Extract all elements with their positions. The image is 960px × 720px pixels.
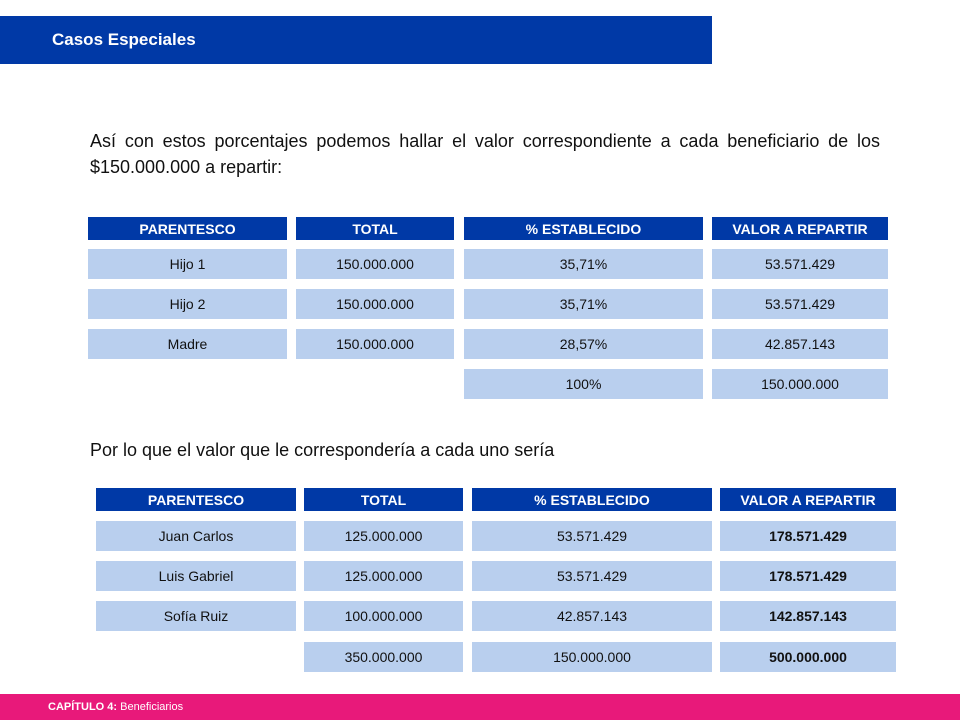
table1-row3-total: 150.000.000	[296, 329, 454, 359]
table2-row2-parentesco: Luis Gabriel	[96, 561, 296, 591]
table1-row3-porcentaje: 28,57%	[464, 329, 703, 359]
table1-row1-parentesco: Hijo 1	[88, 249, 287, 279]
table1-row1-total: 150.000.000	[296, 249, 454, 279]
table1-row3-parentesco: Madre	[88, 329, 287, 359]
table2-row3-porcentaje: 42.857.143	[472, 601, 712, 631]
table1-header-parentesco: PARENTESCO	[88, 217, 287, 240]
table2-row3-valor: 142.857.143	[720, 601, 896, 631]
title-bar	[0, 16, 712, 64]
footer-chapter: CAPÍTULO 4:	[48, 701, 118, 713]
table2-row1-valor: 178.571.429	[720, 521, 896, 551]
table1-header-total: TOTAL	[296, 217, 454, 240]
table1-row2-valor: 53.571.429	[712, 289, 888, 319]
table1-row1-valor: 53.571.429	[712, 249, 888, 279]
table2-row1-parentesco: Juan Carlos	[96, 521, 296, 551]
page-title: Casos Especiales	[52, 30, 196, 49]
table2-row2-porcentaje: 53.571.429	[472, 561, 712, 591]
table1-row3-valor: 42.857.143	[712, 329, 888, 359]
table2-total-valor: 500.000.000	[720, 642, 896, 672]
table2-total-total: 350.000.000	[304, 642, 463, 672]
table1-row2-porcentaje: 35,71%	[464, 289, 703, 319]
table1-row2-parentesco: Hijo 2	[88, 289, 287, 319]
table2-row1-total: 125.000.000	[304, 521, 463, 551]
intro-paragraph: Así con estos porcentajes podemos hallar…	[90, 131, 880, 177]
table2-header-valor: VALOR A REPARTIR	[720, 488, 896, 511]
table1-row2-total: 150.000.000	[296, 289, 454, 319]
table2-row1-porcentaje: 53.571.429	[472, 521, 712, 551]
table2-total-porcentaje: 150.000.000	[472, 642, 712, 672]
table1-header-valor: VALOR A REPARTIR	[712, 217, 888, 240]
conclusion-paragraph: Por lo que el valor que le corresponderí…	[90, 440, 555, 460]
table2-row2-valor: 178.571.429	[720, 561, 896, 591]
table2-row3-total: 100.000.000	[304, 601, 463, 631]
table2-header-parentesco: PARENTESCO	[96, 488, 296, 511]
footer-section: Beneficiarios	[120, 701, 184, 713]
footer-bar	[0, 694, 960, 720]
table1-row1-porcentaje: 35,71%	[464, 249, 703, 279]
table2-header-porcentaje: % ESTABLECIDO	[472, 488, 712, 511]
table1-total-porcentaje: 100%	[464, 369, 703, 399]
table2-row2-total: 125.000.000	[304, 561, 463, 591]
table1-total-valor: 150.000.000	[712, 369, 888, 399]
table1-header-porcentaje: % ESTABLECIDO	[464, 217, 703, 240]
table2-row3-parentesco: Sofía Ruiz	[96, 601, 296, 631]
footer: CAPÍTULO 4: Beneficiarios	[48, 694, 183, 720]
table2-header-total: TOTAL	[304, 488, 463, 511]
